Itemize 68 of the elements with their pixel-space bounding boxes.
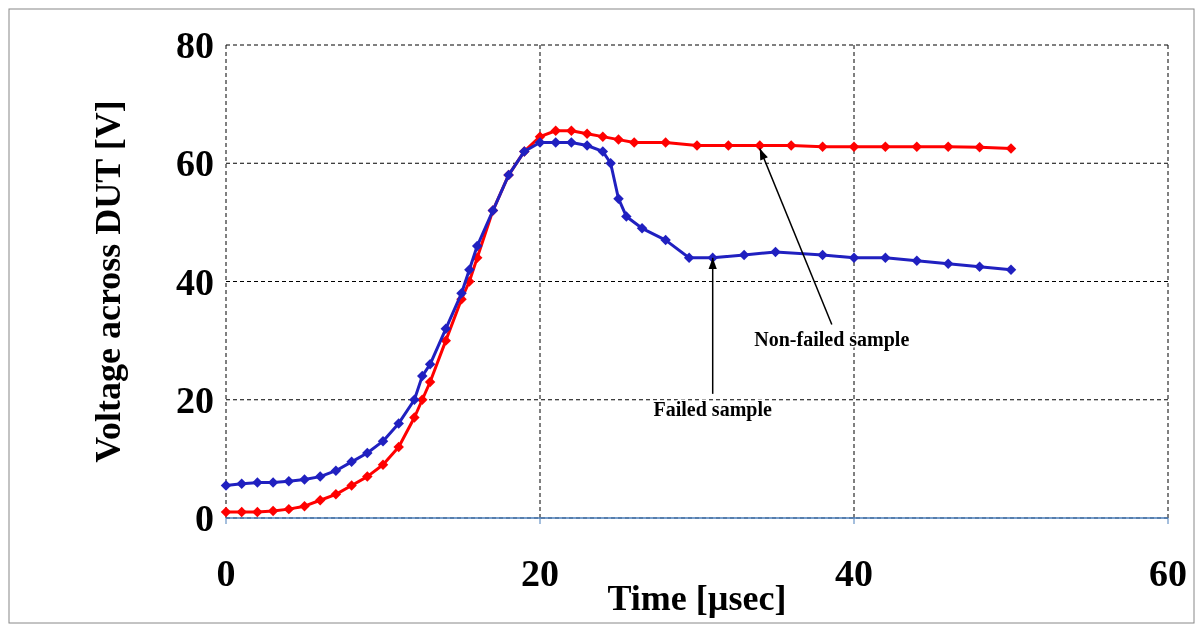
point [314, 471, 326, 482]
point [613, 134, 624, 145]
point [471, 240, 483, 252]
point [636, 223, 648, 234]
point [236, 506, 247, 518]
point [566, 137, 577, 148]
y-tick-label: 80 [176, 24, 214, 66]
point [409, 394, 420, 405]
point [424, 376, 436, 388]
point [417, 370, 428, 382]
point [770, 246, 781, 258]
point [974, 142, 985, 153]
point [605, 158, 616, 169]
x-tick-label: 60 [1149, 552, 1187, 594]
point [417, 394, 428, 405]
point [362, 447, 373, 459]
y-axis-title: Voltage across DUT [V] [88, 100, 128, 463]
point [581, 140, 593, 151]
y-tick-label: 60 [176, 142, 214, 185]
point [314, 495, 326, 506]
point [330, 489, 342, 500]
point [393, 418, 404, 429]
y-tick-label: 20 [176, 378, 214, 421]
point [848, 141, 860, 152]
point [456, 288, 467, 299]
point [621, 211, 632, 222]
point [566, 125, 577, 136]
point [283, 476, 295, 487]
point [362, 471, 373, 482]
x-tick-label: 40 [835, 552, 873, 594]
point [220, 480, 232, 491]
point [660, 234, 671, 246]
point [817, 249, 828, 261]
point [911, 255, 923, 267]
annotation: Failed sample [653, 397, 772, 421]
point [464, 264, 475, 275]
point [424, 359, 436, 370]
point [283, 503, 295, 515]
point [409, 412, 420, 423]
point [377, 459, 389, 471]
point [440, 323, 452, 335]
point [1005, 143, 1017, 154]
point [236, 478, 247, 489]
point [299, 474, 310, 485]
point [377, 435, 389, 447]
annotation: Non-failed sample [754, 328, 910, 352]
point [252, 506, 263, 518]
x-axis-title: Time [µsec] [607, 578, 787, 618]
point [1005, 264, 1017, 275]
point [597, 146, 609, 157]
x-tick-label: 20 [521, 552, 559, 594]
point [613, 193, 624, 204]
point [330, 465, 342, 476]
point [942, 258, 954, 269]
point [550, 125, 561, 136]
point [817, 141, 828, 152]
point [683, 252, 695, 264]
point [880, 141, 891, 152]
point [346, 456, 357, 468]
point [299, 500, 310, 512]
point [581, 128, 593, 139]
point [393, 441, 404, 453]
point [346, 480, 357, 491]
point [597, 131, 609, 142]
point [880, 252, 891, 264]
y-tick-label: 0 [195, 497, 214, 539]
point [974, 261, 985, 272]
y-tick-label: 40 [176, 260, 214, 303]
